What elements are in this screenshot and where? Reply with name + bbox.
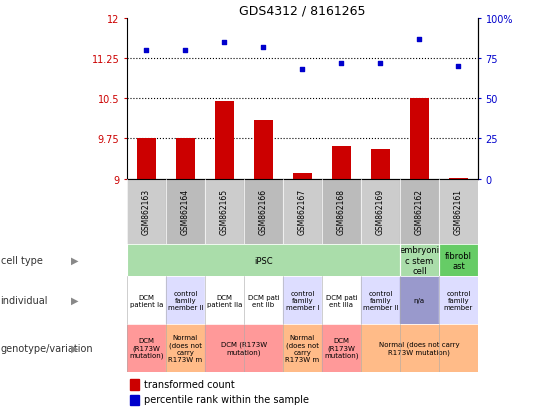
Text: DCM (R173W
mutation): DCM (R173W mutation) xyxy=(221,341,267,355)
Bar xyxy=(214,102,234,179)
Text: Normal (does not carry
R173W mutation): Normal (does not carry R173W mutation) xyxy=(379,341,460,355)
Bar xyxy=(283,179,322,244)
Text: DCM
(R173W
mutation): DCM (R173W mutation) xyxy=(324,337,359,358)
Bar xyxy=(127,179,166,244)
Bar xyxy=(137,139,156,179)
Point xyxy=(142,47,151,54)
Bar xyxy=(283,325,322,371)
Bar xyxy=(361,278,400,323)
Text: DCM
patient IIa: DCM patient IIa xyxy=(207,294,242,307)
Text: ▶: ▶ xyxy=(71,256,78,266)
Bar xyxy=(283,278,322,323)
Point xyxy=(298,66,307,73)
Text: GSM862163: GSM862163 xyxy=(142,189,151,235)
Bar xyxy=(439,278,478,323)
Bar xyxy=(131,379,139,389)
Bar xyxy=(254,120,273,179)
Text: GSM862166: GSM862166 xyxy=(259,189,268,235)
Point xyxy=(181,47,190,54)
Bar xyxy=(205,179,244,244)
Bar xyxy=(322,325,361,371)
Bar xyxy=(361,325,478,371)
Bar xyxy=(332,147,351,179)
Text: genotype/variation: genotype/variation xyxy=(1,343,93,353)
Bar xyxy=(322,179,361,244)
Point xyxy=(454,64,463,70)
Bar xyxy=(127,278,166,323)
Point xyxy=(415,36,424,43)
Text: GSM862169: GSM862169 xyxy=(376,189,385,235)
Text: GSM862167: GSM862167 xyxy=(298,189,307,235)
Text: GSM862164: GSM862164 xyxy=(181,189,190,235)
Text: ▶: ▶ xyxy=(71,295,78,306)
Text: GSM862165: GSM862165 xyxy=(220,189,229,235)
Text: ▶: ▶ xyxy=(71,343,78,353)
Text: fibrobl
ast: fibrobl ast xyxy=(445,251,472,270)
Bar xyxy=(205,278,244,323)
Text: percentile rank within the sample: percentile rank within the sample xyxy=(145,394,309,404)
Text: control
family
member II: control family member II xyxy=(363,290,398,311)
Bar xyxy=(166,179,205,244)
Bar xyxy=(244,179,283,244)
Text: DCM
(R173W
mutation): DCM (R173W mutation) xyxy=(129,337,164,358)
Text: Normal
(does not
carry
R173W m: Normal (does not carry R173W m xyxy=(285,334,320,362)
Bar xyxy=(166,325,205,371)
Bar xyxy=(439,179,478,244)
Bar xyxy=(400,245,439,276)
Text: Normal
(does not
carry
R173W m: Normal (does not carry R173W m xyxy=(168,334,202,362)
Bar xyxy=(205,325,283,371)
Text: control
family
member I: control family member I xyxy=(286,290,319,311)
Bar xyxy=(410,99,429,179)
Bar xyxy=(131,395,139,406)
Bar xyxy=(370,150,390,179)
Bar xyxy=(127,325,166,371)
Point xyxy=(220,39,229,46)
Text: GSM862168: GSM862168 xyxy=(337,189,346,235)
Text: control
family
member: control family member xyxy=(444,290,473,311)
Bar xyxy=(293,174,312,179)
Bar xyxy=(166,278,205,323)
Bar xyxy=(322,278,361,323)
Bar xyxy=(244,278,283,323)
Bar xyxy=(127,245,400,276)
Text: n/a: n/a xyxy=(414,297,425,304)
Bar xyxy=(176,139,195,179)
Text: GSM862162: GSM862162 xyxy=(415,189,424,235)
Text: cell type: cell type xyxy=(1,256,43,266)
Text: individual: individual xyxy=(1,295,48,306)
Text: transformed count: transformed count xyxy=(145,379,235,389)
Point xyxy=(337,60,346,67)
Text: GSM862161: GSM862161 xyxy=(454,189,463,235)
Bar xyxy=(439,245,478,276)
Text: control
family
member II: control family member II xyxy=(167,290,203,311)
Bar xyxy=(361,179,400,244)
Bar xyxy=(400,179,439,244)
Point xyxy=(376,60,384,67)
Title: GDS4312 / 8161265: GDS4312 / 8161265 xyxy=(239,5,366,17)
Point xyxy=(259,44,268,51)
Text: iPSC: iPSC xyxy=(254,256,273,265)
Text: embryoni
c stem
cell: embryoni c stem cell xyxy=(400,246,440,275)
Text: DCM
patient Ia: DCM patient Ia xyxy=(130,294,163,307)
Text: DCM pati
ent IIb: DCM pati ent IIb xyxy=(247,294,279,307)
Text: DCM pati
ent IIIa: DCM pati ent IIIa xyxy=(326,294,357,307)
Bar xyxy=(400,278,439,323)
